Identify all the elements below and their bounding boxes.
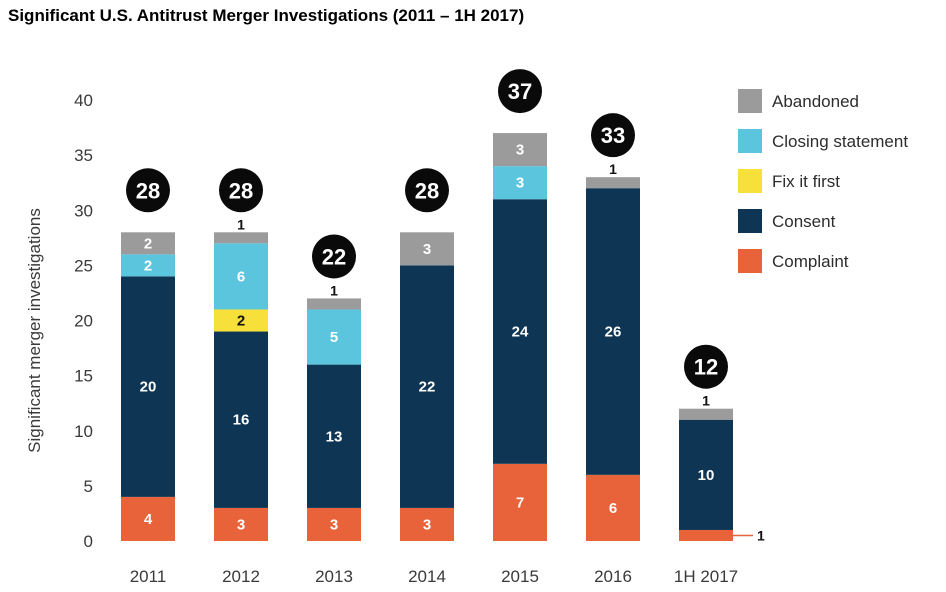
data-label: 1 [757, 527, 765, 543]
data-label: 4 [144, 511, 153, 528]
data-label: 3 [330, 516, 338, 533]
bar-segment-consent [307, 364, 361, 508]
y-axis-label: Significant merger investigations [25, 208, 44, 453]
total-badge [219, 168, 263, 213]
bar-segment-closing-statement [214, 243, 268, 310]
data-label: 3 [237, 516, 245, 533]
bar-segment-complaint [214, 507, 268, 541]
data-label: 2 [237, 313, 245, 330]
legend-swatch [738, 249, 762, 273]
bar-segment-consent [679, 419, 733, 530]
data-label: 26 [605, 324, 622, 341]
y-tick-label: 30 [74, 201, 93, 220]
bar-segment-complaint [679, 529, 733, 541]
data-label: 3 [423, 241, 431, 258]
total-badge [591, 113, 635, 158]
data-label: 22 [419, 379, 436, 396]
total-badge [684, 344, 728, 389]
y-tick-label: 20 [74, 312, 93, 331]
bar-segment-abandoned [400, 232, 454, 266]
data-label: 6 [237, 268, 245, 285]
data-label: 16 [233, 412, 250, 429]
total-label: 22 [322, 244, 346, 269]
data-label: 3 [423, 516, 431, 533]
x-tick-label: 2015 [501, 567, 539, 586]
legend-label: Abandoned [772, 92, 859, 111]
total-badge [405, 168, 449, 213]
bar-segment-closing-statement [307, 309, 361, 365]
legend-swatch [738, 209, 762, 233]
legend-swatch [738, 169, 762, 193]
bar-segment-complaint [121, 496, 175, 541]
data-label: 6 [609, 500, 617, 517]
bar-segment-complaint [586, 474, 640, 541]
y-tick-label: 15 [74, 367, 93, 386]
data-label: 1 [237, 216, 245, 232]
bar-segment-consent [586, 188, 640, 475]
bar-segment-complaint [307, 507, 361, 541]
data-label: 1 [609, 161, 617, 177]
legend-label: Fix it first [772, 172, 840, 191]
data-label: 1 [330, 282, 338, 298]
bar-segment-consent [493, 199, 547, 464]
total-label: 28 [136, 178, 160, 203]
total-label: 28 [415, 178, 439, 203]
x-tick-label: 2016 [594, 567, 632, 586]
data-label: 2 [144, 257, 152, 274]
y-tick-label: 40 [74, 91, 93, 110]
legend-label: Closing statement [772, 132, 908, 151]
y-tick-label: 35 [74, 146, 93, 165]
bar-segment-consent [400, 265, 454, 508]
y-tick-label: 0 [84, 532, 93, 551]
data-label: 3 [516, 175, 524, 192]
legend-swatch [738, 129, 762, 153]
data-label: 20 [140, 379, 157, 396]
data-label: 13 [326, 428, 343, 445]
data-label: 24 [512, 324, 529, 341]
bar-segment-abandoned [307, 298, 361, 310]
bar-segment-abandoned [586, 177, 640, 189]
data-label: 5 [330, 329, 338, 346]
chart-title: Significant U.S. Antitrust Merger Invest… [8, 6, 525, 25]
total-label: 28 [229, 178, 253, 203]
total-label: 37 [508, 79, 532, 104]
bar-segment-closing-statement [493, 166, 547, 200]
data-label: 7 [516, 494, 524, 511]
total-badge [126, 168, 170, 213]
total-badge [312, 234, 356, 279]
total-label: 12 [694, 355, 718, 380]
x-tick-label: 2014 [408, 567, 446, 586]
legend-label: Complaint [772, 252, 849, 271]
bar-segment-abandoned [493, 133, 547, 167]
y-tick-label: 10 [74, 422, 93, 441]
bar-segment-complaint [493, 463, 547, 541]
data-label: 10 [698, 467, 715, 484]
x-tick-label: 1H 2017 [674, 567, 738, 586]
bar-segment-complaint [400, 507, 454, 541]
y-tick-label: 5 [84, 477, 93, 496]
data-label: 1 [702, 393, 710, 409]
data-label: 2 [144, 235, 152, 252]
bar-segment-consent [121, 276, 175, 497]
x-tick-label: 2011 [130, 567, 167, 586]
bar-segment-abandoned [214, 232, 268, 244]
x-tick-label: 2013 [315, 567, 353, 586]
bar-segment-consent [214, 331, 268, 508]
legend-label: Consent [772, 212, 836, 231]
y-tick-label: 25 [74, 256, 93, 275]
x-tick-label: 2012 [222, 567, 260, 586]
bar-segment-closing-statement [121, 254, 175, 277]
total-label: 33 [601, 123, 625, 148]
bar-segment-abandoned [121, 232, 175, 255]
bar-segment-abandoned [679, 408, 733, 420]
legend-swatch [738, 89, 762, 113]
total-badge [498, 69, 542, 114]
data-label: 3 [516, 142, 524, 159]
bar-segment-fix-it-first [214, 309, 268, 332]
